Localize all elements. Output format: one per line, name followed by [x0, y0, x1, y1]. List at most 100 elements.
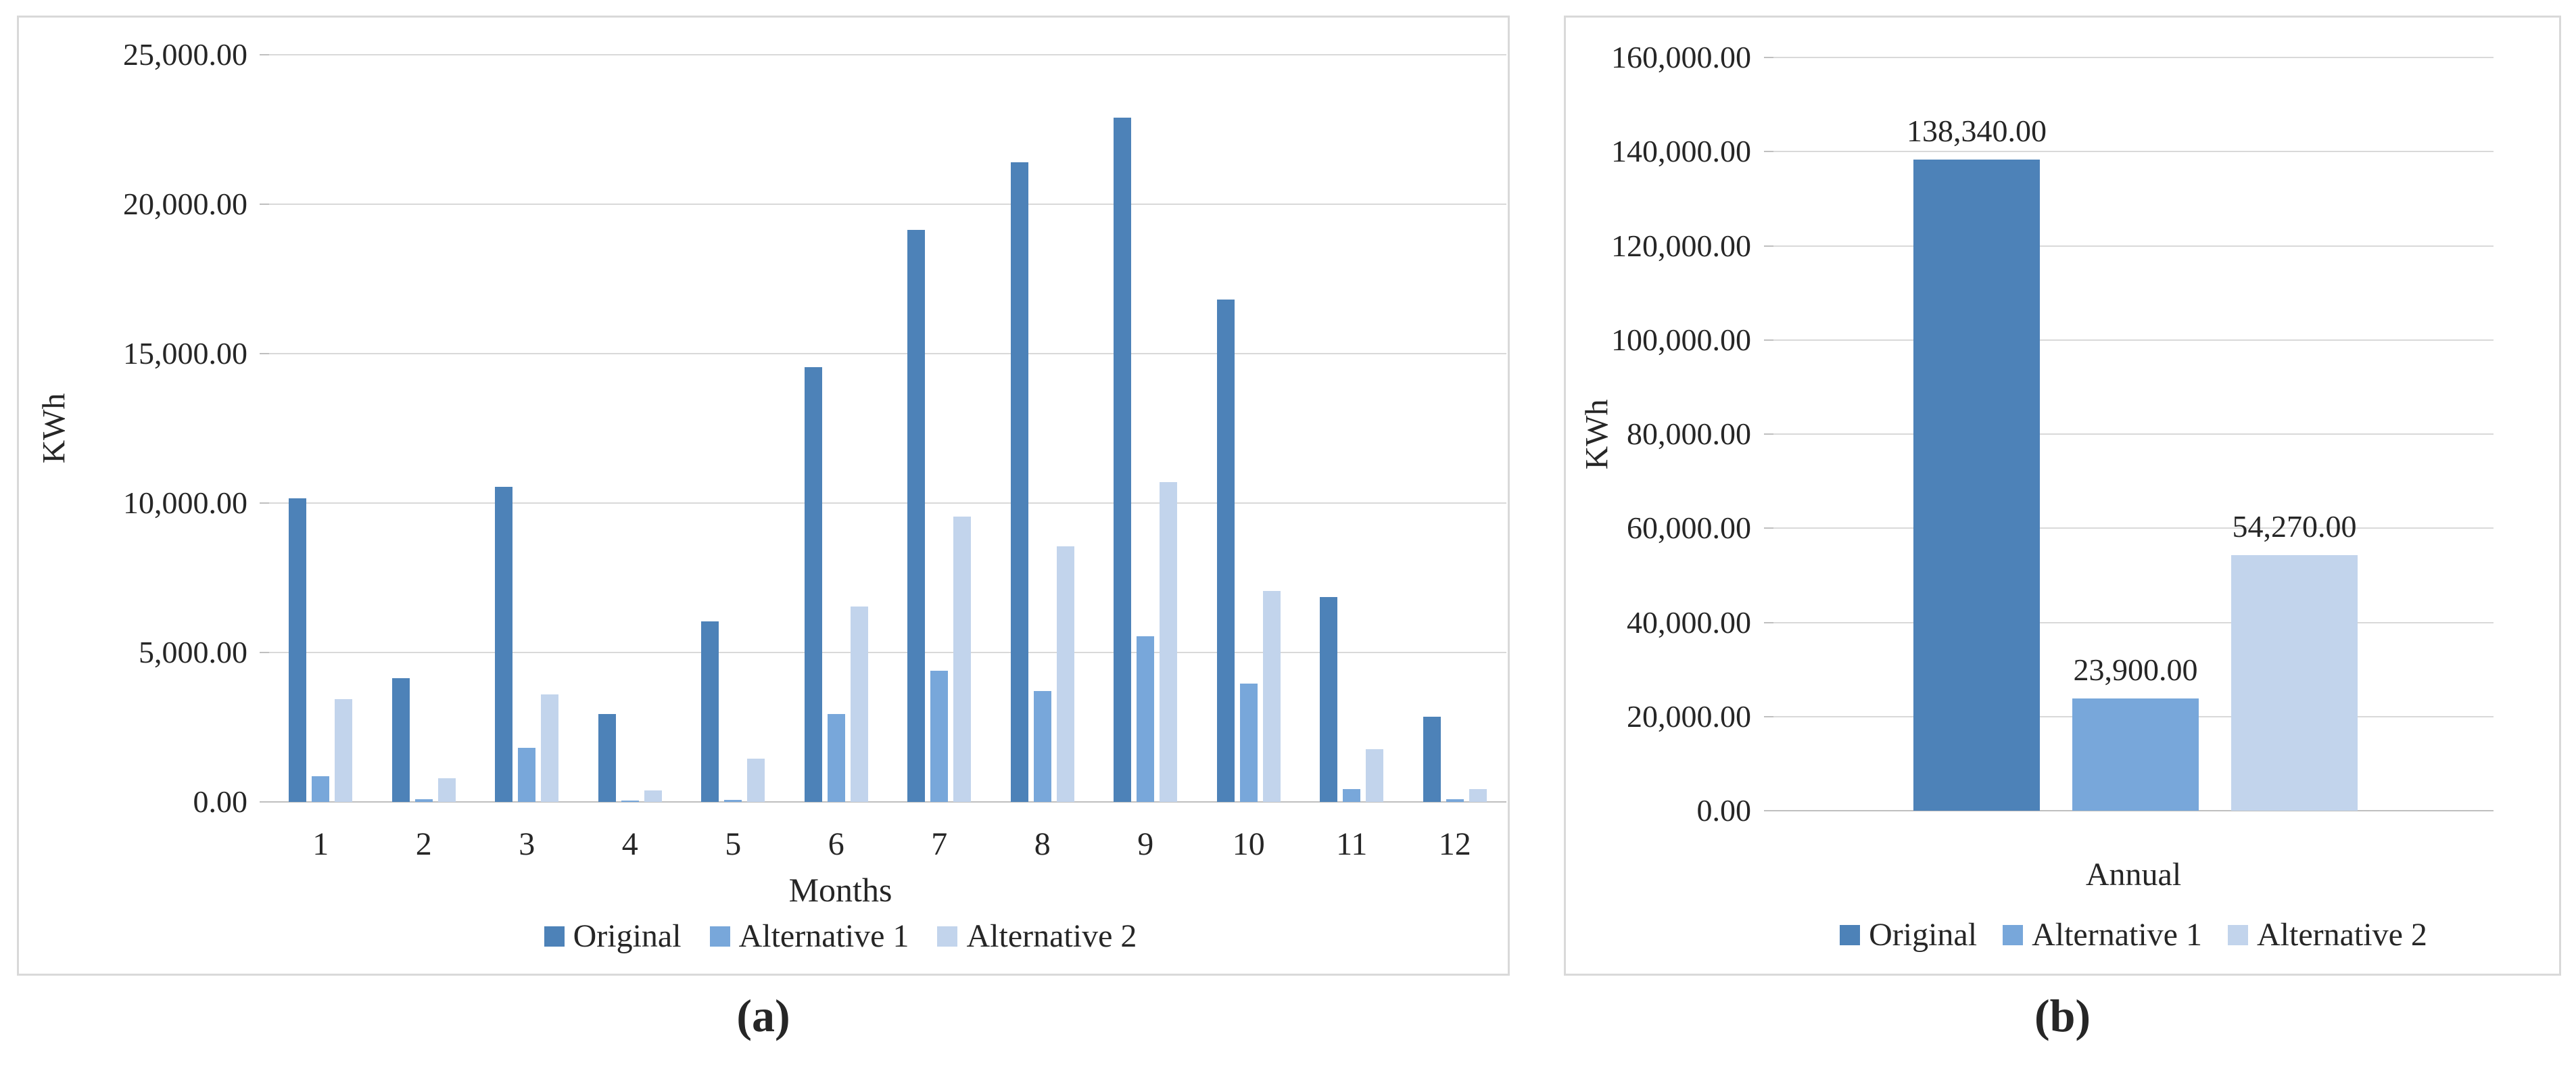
legend: Original Alternative 1 Alternative 2 — [222, 918, 1459, 955]
annual-bar-alternative-2 — [2231, 555, 2358, 811]
bar-alternative-2-month-2 — [437, 778, 456, 802]
month-group-1 — [269, 55, 373, 802]
bar-original-month-6 — [804, 366, 822, 802]
bar-alternative-1-month-10 — [1239, 684, 1258, 802]
bar-original-month-10 — [1216, 300, 1235, 802]
bar-alternative-1-month-6 — [827, 713, 845, 802]
annual-plot-area: 138,340.00 23,900.00 54,270.00 — [1764, 57, 2494, 811]
y-tick-label: 160,000.00 — [1611, 40, 1751, 74]
gridline-100000 — [1773, 339, 2494, 341]
category-label-annual: Annual — [2085, 857, 2182, 893]
monthly-chart-panel: KWh 0.00 5,000.00 10,000.00 15,000.00 20,000… — [17, 16, 1510, 976]
gridline-0 — [269, 801, 1506, 803]
y-axis-tick-labels: 0.00 20,000.00 40,000.00 60,000.00 80,000.00… — [1566, 40, 1761, 828]
gridline-10000 — [269, 502, 1506, 504]
month-tick-label-4: 4 — [621, 826, 638, 862]
legend-swatch-icon — [2003, 925, 2024, 945]
gridline-20000 — [269, 204, 1506, 205]
subfigure-caption-b: (b) — [2034, 990, 2091, 1041]
gridline-60000 — [1773, 527, 2494, 529]
bar-original-month-7 — [907, 229, 926, 802]
legend-item-original: Original — [1840, 917, 1977, 953]
y-tick-mark-25000 — [260, 54, 269, 55]
bar-alternative-2-month-6 — [850, 606, 868, 802]
month-group-12 — [1404, 55, 1507, 802]
month-tick-label-3: 3 — [519, 826, 535, 862]
annual-bar-wrap-original: 138,340.00 — [1907, 114, 2047, 811]
legend-label: Alternative 1 — [738, 918, 909, 954]
month-group-5 — [682, 55, 785, 802]
legend-swatch-icon — [709, 926, 730, 947]
y-tick-mark-40000 — [1764, 621, 1773, 623]
legend-swatch-icon — [2227, 925, 2248, 945]
legend-item-original: Original — [544, 918, 682, 955]
month-group-8 — [991, 55, 1095, 802]
month-tick-label-9: 9 — [1137, 826, 1154, 862]
y-tick-label: 120,000.00 — [1611, 228, 1751, 263]
bar-original-month-12 — [1423, 717, 1441, 802]
gridline-0 — [1773, 810, 2494, 811]
y-tick-label: 25,000.00 — [123, 37, 247, 72]
bar-original-month-2 — [391, 678, 410, 802]
legend-item-alternative-2: Alternative 2 — [2227, 917, 2427, 953]
y-tick-mark-140000 — [1764, 151, 1773, 153]
bar-original-month-3 — [495, 486, 513, 802]
annual-bar-wrap-alternative-2: 54,270.00 — [2231, 509, 2358, 811]
month-group-6 — [785, 55, 888, 802]
legend-item-alternative-2: Alternative 2 — [937, 918, 1137, 955]
bar-value-label: 23,900.00 — [2073, 652, 2198, 687]
month-tick-label-6: 6 — [828, 826, 844, 862]
gridline-140000 — [1773, 151, 2494, 153]
y-tick-label: 60,000.00 — [1627, 510, 1751, 546]
y-tick-mark-0 — [1764, 810, 1773, 811]
month-group-11 — [1300, 55, 1404, 802]
y-tick-label: 40,000.00 — [1627, 604, 1751, 640]
bar-alternative-1-month-3 — [518, 748, 536, 802]
legend-swatch-icon — [1840, 925, 1861, 945]
legend: Original Alternative 1 Alternative 2 — [1773, 917, 2494, 953]
y-tick-mark-20000 — [1764, 715, 1773, 717]
legend-item-alternative-1: Alternative 1 — [2003, 917, 2202, 953]
y-tick-label: 20,000.00 — [1627, 698, 1751, 734]
y-tick-label: 140,000.00 — [1611, 134, 1751, 169]
bar-alternative-1-month-1 — [312, 776, 330, 802]
month-tick-label-5: 5 — [725, 826, 742, 862]
bar-original-month-11 — [1320, 597, 1338, 802]
legend-label: Alternative 2 — [2256, 917, 2427, 953]
gridline-120000 — [1773, 245, 2494, 247]
month-group-2 — [373, 55, 476, 802]
gridline-5000 — [269, 652, 1506, 653]
monthly-plot-area — [260, 54, 1507, 803]
bar-alternative-2-month-10 — [1262, 591, 1281, 802]
y-tick-label: 100,000.00 — [1611, 322, 1751, 357]
y-axis-tick-labels: 0.00 5,000.00 10,000.00 15,000.00 20,000.00 2… — [19, 37, 257, 819]
bar-alternative-2-month-5 — [747, 758, 765, 802]
bar-original-month-8 — [1010, 162, 1028, 802]
month-group-7 — [888, 55, 991, 802]
y-tick-label: 15,000.00 — [123, 336, 247, 371]
annual-bar-group: 138,340.00 23,900.00 54,270.00 — [1907, 114, 2358, 811]
bar-alternative-2-month-7 — [953, 516, 972, 802]
legend-label: Alternative 2 — [966, 918, 1137, 954]
bar-alternative-1-month-12 — [1446, 799, 1464, 802]
bar-alternative-2-month-8 — [1056, 546, 1074, 802]
gridline-15000 — [269, 353, 1506, 354]
bar-original-month-9 — [1114, 117, 1132, 802]
month-tick-label-8: 8 — [1034, 826, 1051, 862]
month-group-3 — [475, 55, 579, 802]
y-tick-mark-160000 — [1764, 57, 1773, 58]
legend-item-alternative-1: Alternative 1 — [709, 918, 909, 955]
gridline-40000 — [1773, 621, 2494, 623]
y-tick-label: 20,000.00 — [123, 187, 247, 221]
y-tick-mark-15000 — [260, 353, 269, 354]
gridline-25000 — [269, 54, 1506, 55]
bar-alternative-1-month-4 — [621, 801, 639, 802]
annual-chart-panel: KWh 0.00 20,000.00 40,000.00 60,000.00 80,00… — [1564, 16, 2561, 976]
legend-label: Alternative 1 — [2032, 917, 2202, 953]
annual-bar-original — [1913, 159, 2040, 811]
month-tick-label-7: 7 — [931, 826, 948, 862]
bar-value-label: 54,270.00 — [2232, 509, 2357, 544]
bar-alternative-2-month-12 — [1469, 789, 1487, 802]
bar-alternative-2-month-9 — [1160, 482, 1178, 802]
legend-label: Original — [573, 918, 682, 954]
